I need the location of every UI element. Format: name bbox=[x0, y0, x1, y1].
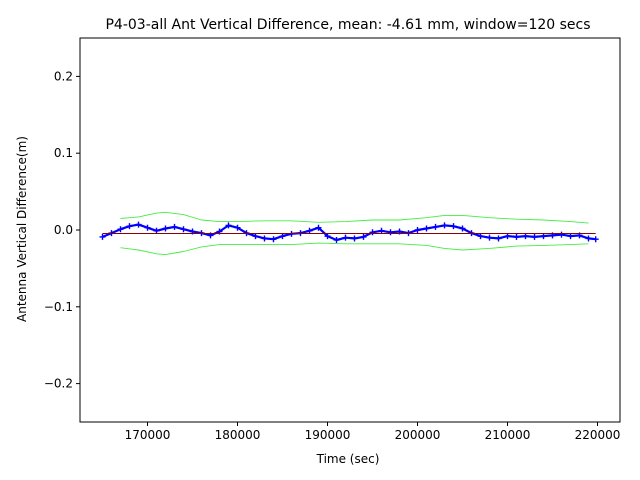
series-line-1 bbox=[120, 211, 589, 224]
data-point bbox=[99, 233, 106, 240]
data-point bbox=[531, 233, 538, 240]
data-point bbox=[585, 235, 592, 242]
data-point bbox=[225, 222, 232, 229]
data-point bbox=[342, 234, 349, 241]
data-point bbox=[333, 236, 340, 243]
y-axis-label: Antenna Vertical Difference(m) bbox=[15, 136, 29, 322]
x-tick-label: 200000 bbox=[395, 428, 441, 442]
data-point bbox=[369, 229, 376, 236]
data-point bbox=[558, 231, 565, 238]
data-point bbox=[126, 223, 133, 230]
data-point bbox=[477, 233, 484, 240]
y-tick-label: 0.2 bbox=[54, 69, 73, 83]
plot-area bbox=[99, 211, 599, 256]
x-tick-label: 170000 bbox=[125, 428, 171, 442]
data-point bbox=[261, 235, 268, 242]
data-point bbox=[441, 222, 448, 229]
y-tick-label: −0.2 bbox=[44, 377, 73, 391]
data-point bbox=[180, 226, 187, 233]
data-point bbox=[360, 233, 367, 240]
series-line-2 bbox=[120, 242, 589, 256]
data-point bbox=[252, 233, 259, 240]
data-point bbox=[171, 223, 178, 230]
chart-title: P4-03-all Ant Vertical Difference, mean:… bbox=[105, 17, 590, 33]
data-point bbox=[306, 227, 313, 234]
data-point bbox=[414, 227, 421, 233]
data-point bbox=[486, 234, 493, 241]
data-point bbox=[567, 233, 574, 240]
data-point bbox=[315, 224, 322, 231]
data-point bbox=[432, 223, 439, 230]
data-point bbox=[423, 225, 430, 232]
data-point bbox=[270, 236, 277, 243]
data-point bbox=[522, 233, 529, 240]
y-tick-label: 0.0 bbox=[54, 223, 73, 237]
x-axis-label: Time (sec) bbox=[316, 452, 380, 466]
x-tick-label: 180000 bbox=[215, 428, 261, 442]
data-point bbox=[450, 223, 457, 230]
data-point bbox=[144, 224, 151, 231]
x-tick-label: 220000 bbox=[575, 428, 621, 442]
data-point bbox=[324, 233, 331, 240]
axes: 170000 180000 190000 200000 210000 220000 −0.2… bbox=[44, 37, 621, 442]
data-point bbox=[135, 221, 142, 228]
data-point bbox=[495, 235, 502, 242]
y-tick-label: 0.1 bbox=[54, 146, 73, 160]
data-point bbox=[279, 233, 286, 240]
data-point bbox=[117, 226, 124, 233]
data-point bbox=[162, 225, 169, 232]
y-tick-label: −0.1 bbox=[44, 300, 73, 314]
x-tick-label: 210000 bbox=[485, 428, 531, 442]
data-point bbox=[513, 233, 520, 240]
data-point bbox=[592, 236, 599, 243]
data-point bbox=[351, 235, 358, 242]
data-point bbox=[387, 229, 394, 236]
data-point bbox=[540, 233, 547, 240]
data-point bbox=[234, 224, 241, 231]
data-point bbox=[459, 225, 466, 232]
data-point bbox=[504, 233, 511, 240]
x-tick-label: 190000 bbox=[305, 428, 351, 442]
data-point bbox=[378, 227, 385, 234]
data-point bbox=[153, 227, 160, 234]
